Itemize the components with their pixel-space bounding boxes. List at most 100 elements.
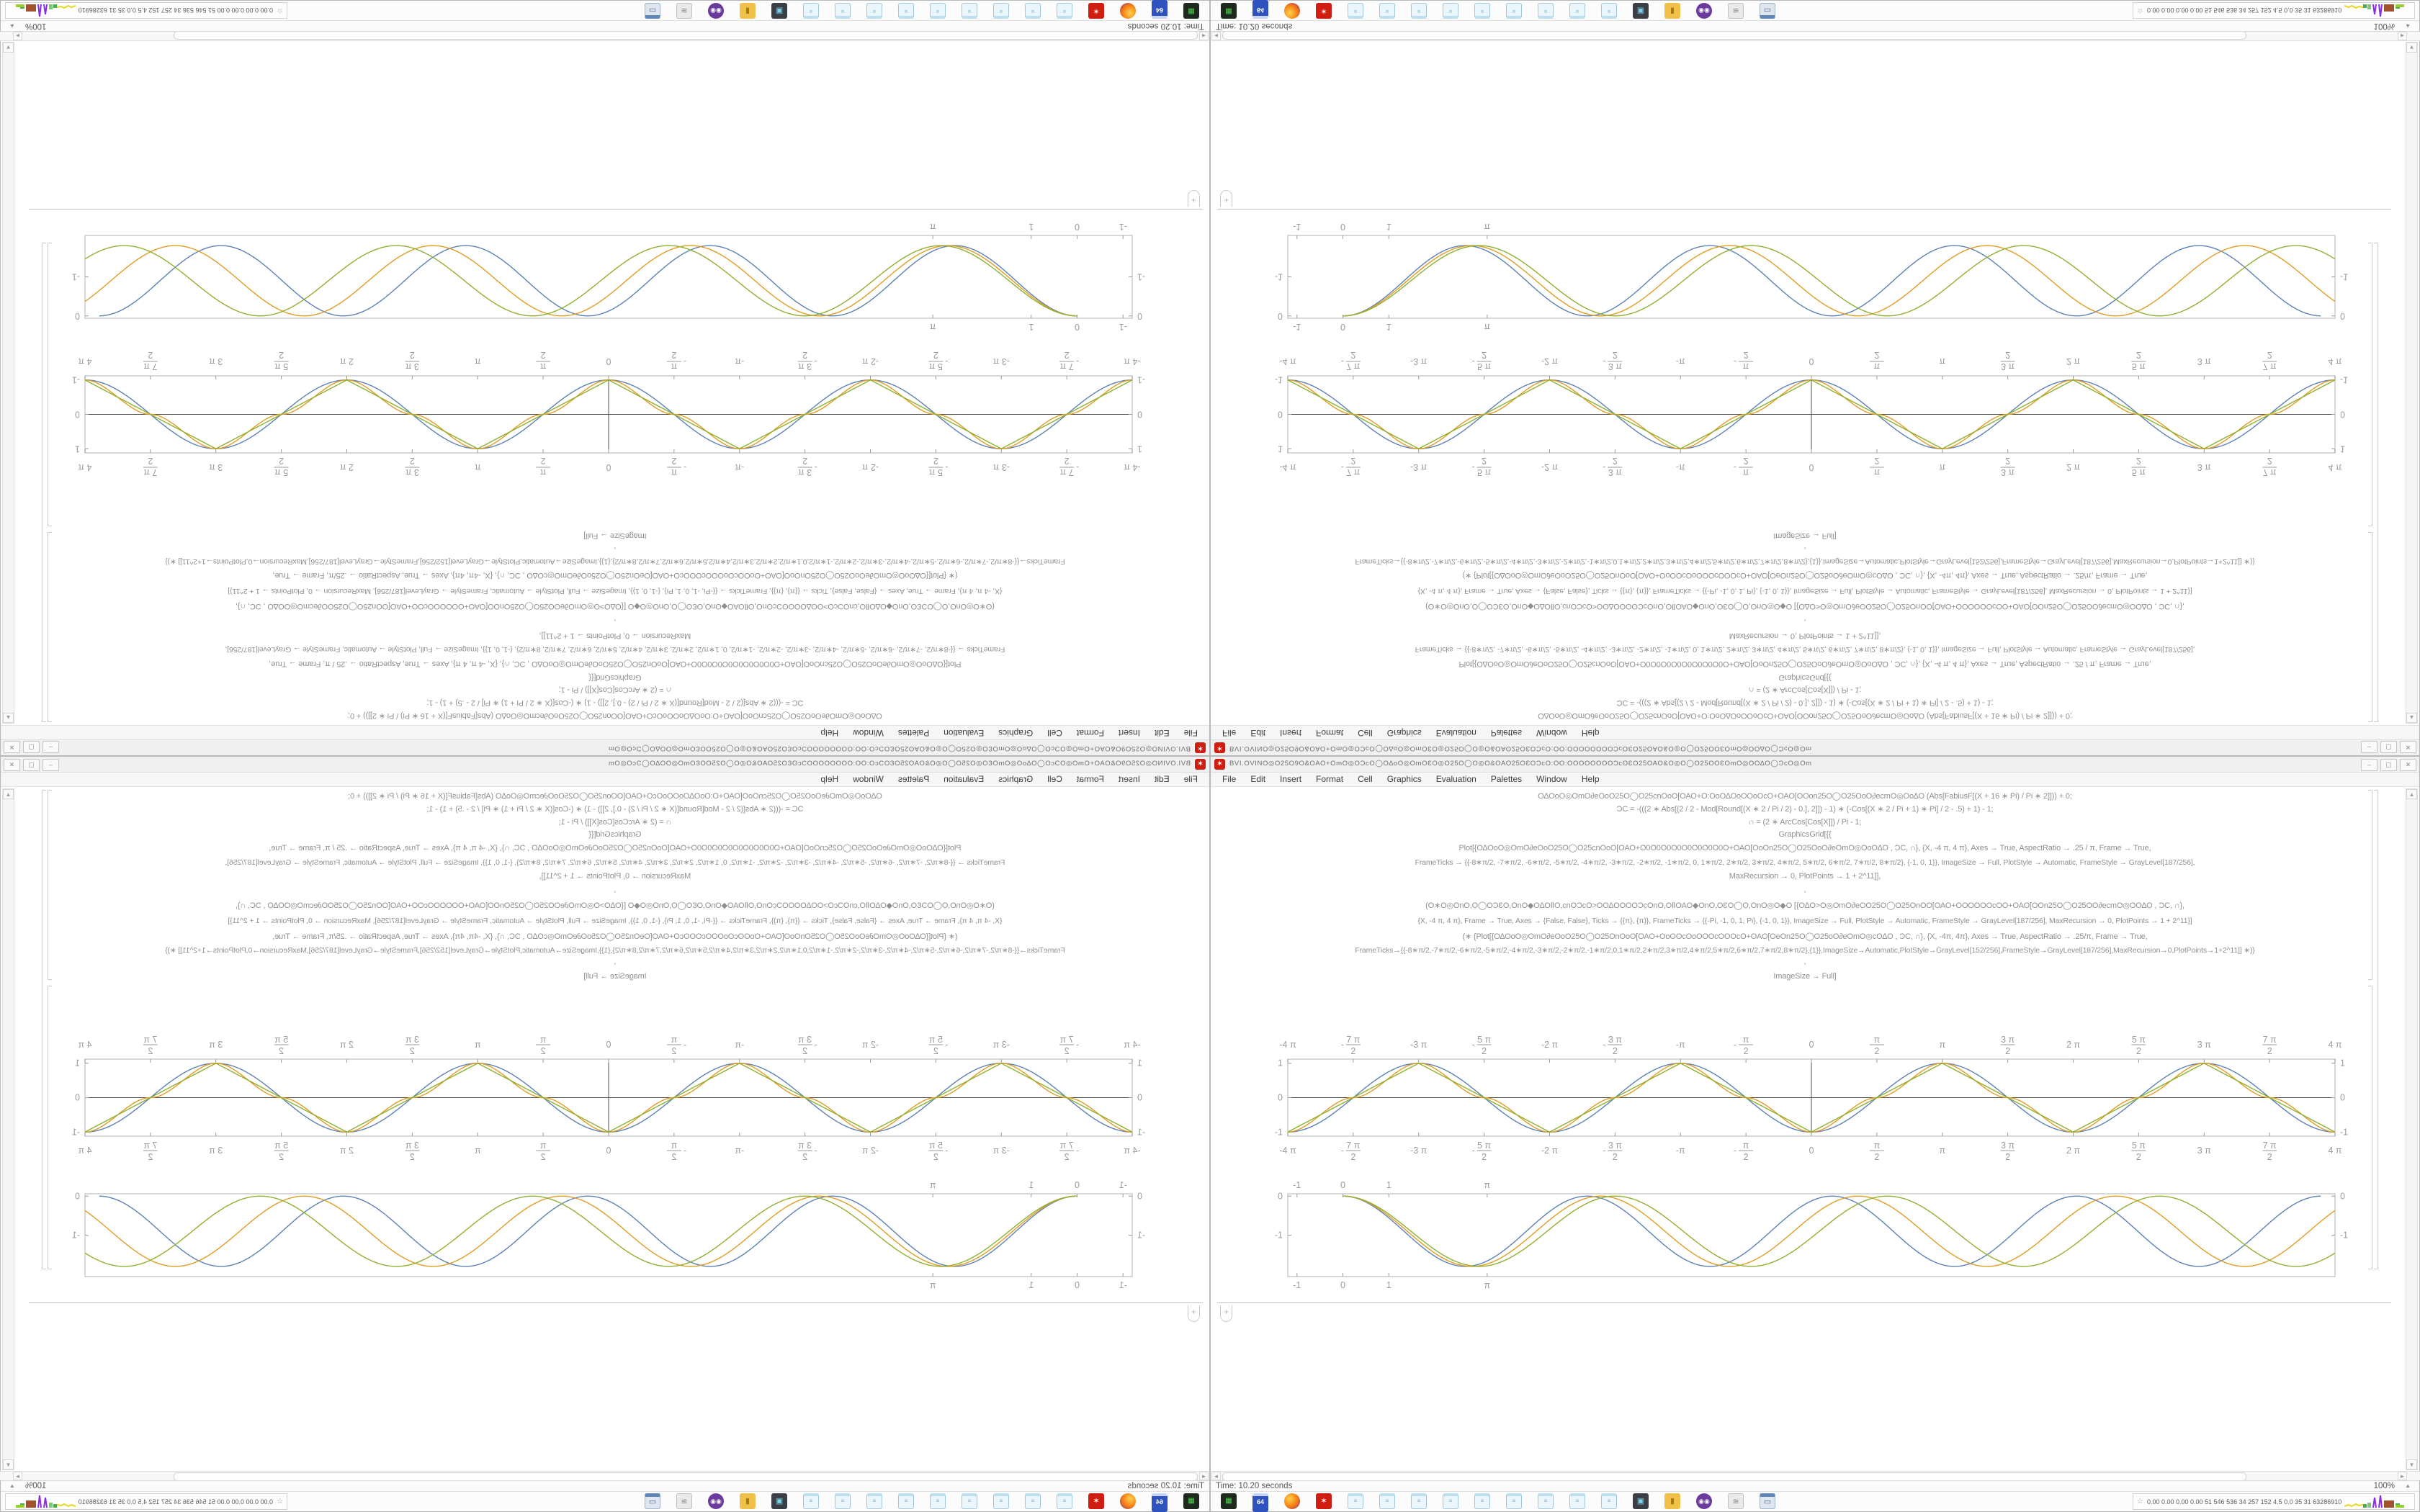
monitor-icon[interactable]: ▣ <box>1633 1493 1649 1509</box>
script-icon[interactable]: ≋ <box>676 3 692 19</box>
horizontal-scrollbar[interactable]: ◄ ► <box>0 1471 1209 1481</box>
menu-item-insert[interactable]: Insert <box>1280 728 1302 738</box>
minimize-button[interactable]: – <box>42 759 59 771</box>
vertical-scrollbar[interactable]: ▲ ▼ <box>2 788 14 1470</box>
menu-item-cell[interactable]: Cell <box>1358 774 1373 784</box>
folder-icon[interactable]: ▮ <box>740 3 756 19</box>
menu-item-help[interactable]: Help <box>820 728 839 738</box>
menu-item-format[interactable]: Format <box>1076 728 1104 738</box>
vertical-scrollbar[interactable]: ▲ ▼ <box>2406 788 2418 1470</box>
notepad-icon[interactable]: ≡ <box>1025 3 1041 19</box>
zoom-dropdown-icon[interactable]: ▲ <box>2405 1482 2411 1489</box>
minimize-button[interactable]: – <box>2361 759 2378 771</box>
tray-star-icon[interactable]: ☆ <box>277 6 283 14</box>
firefox-icon[interactable] <box>1284 3 1300 19</box>
close-button[interactable]: ✕ <box>4 741 20 753</box>
monitor-icon[interactable]: ▣ <box>1633 3 1649 19</box>
menu-item-edit[interactable]: Edit <box>1154 774 1170 784</box>
notepad-icon[interactable]: ≡ <box>1474 3 1490 19</box>
menu-item-file[interactable]: File <box>1222 728 1237 738</box>
menu-item-edit[interactable]: Edit <box>1250 728 1266 738</box>
cell-insertion-line[interactable] <box>29 209 1203 210</box>
menu-item-cell[interactable]: Cell <box>1358 728 1373 738</box>
scroll-left-icon[interactable]: ◄ <box>1199 32 1209 40</box>
title-bar[interactable]: ✶ BVI.OVINΟ◎Ο25Ο9Ο&ΟΑΟ+ΟmΟ◎ΟƆcΟ◯Ο∆οΟ◎ΟmΟ… <box>1211 739 2419 755</box>
owl-icon[interactable]: ◉◉ <box>1696 1493 1712 1509</box>
menu-item-cell[interactable]: Cell <box>1047 728 1062 738</box>
zoom-level[interactable]: 100% <box>25 22 47 30</box>
close-button[interactable]: ✕ <box>4 759 20 771</box>
menu-item-format[interactable]: Format <box>1076 774 1104 784</box>
notepad-icon[interactable]: ≡ <box>930 3 946 19</box>
folder-icon[interactable]: ▮ <box>740 1493 756 1509</box>
floppy-64-icon[interactable]: 64 <box>1252 1493 1268 1512</box>
script-icon[interactable]: ≋ <box>1728 1493 1744 1509</box>
tray-star-icon[interactable]: ☆ <box>2137 6 2143 14</box>
horizontal-scrollbar[interactable]: ◄ ► <box>1211 1471 2420 1481</box>
menu-item-insert[interactable]: Insert <box>1280 774 1302 784</box>
firefox-icon[interactable] <box>1284 1493 1300 1509</box>
menu-item-help[interactable]: Help <box>1581 728 1600 738</box>
firefox-icon[interactable] <box>1120 1493 1136 1509</box>
menu-item-insert[interactable]: Insert <box>1118 774 1140 784</box>
menu-item-palettes[interactable]: Palettes <box>1490 774 1523 784</box>
menu-item-edit[interactable]: Edit <box>1250 774 1266 784</box>
cell-insertion-line[interactable] <box>29 1302 1203 1303</box>
console-window-icon[interactable]: ▭ <box>645 3 660 19</box>
scroll-left-icon[interactable]: ◄ <box>1199 1472 1209 1480</box>
scroll-down-icon[interactable]: ▼ <box>2406 1459 2417 1470</box>
owl-icon[interactable]: ◉◉ <box>708 1493 724 1509</box>
notepad-icon[interactable]: ≡ <box>898 3 914 19</box>
notepad-icon[interactable]: ≡ <box>1474 1493 1490 1509</box>
menu-item-file[interactable]: File <box>1183 728 1198 738</box>
scroll-up-icon[interactable]: ▲ <box>3 789 14 799</box>
scroll-up-icon[interactable]: ▲ <box>2406 713 2417 723</box>
console-window-icon[interactable]: ▭ <box>1760 3 1775 19</box>
scroll-right-icon[interactable]: ► <box>2398 32 2407 40</box>
cell-insert-plus-icon[interactable]: + <box>1220 1305 1232 1322</box>
owl-icon[interactable]: ◉◉ <box>708 3 724 19</box>
owl-icon[interactable]: ◉◉ <box>1696 3 1712 19</box>
cell-insertion-line[interactable] <box>1217 1302 2391 1303</box>
notepad-icon[interactable]: ≡ <box>1057 3 1072 19</box>
script-icon[interactable]: ≋ <box>1728 3 1744 19</box>
tray-star-icon[interactable]: ☆ <box>277 1498 283 1506</box>
mathematica-icon[interactable]: ✶ <box>1316 3 1332 19</box>
title-bar[interactable]: ✶ BVI.OVINΟ◎Ο25Ο9Ο&ΟΑΟ+ΟmΟ◎ΟƆcΟ◯Ο∆οΟ◎ΟmΟ… <box>1211 757 2419 773</box>
notepad-icon[interactable]: ≡ <box>866 3 882 19</box>
scroll-up-icon[interactable]: ▲ <box>3 713 14 723</box>
menu-item-palettes[interactable]: Palettes <box>897 728 930 738</box>
notepad-icon[interactable]: ≡ <box>1569 3 1585 19</box>
menu-item-window[interactable]: Window <box>853 728 884 738</box>
minimize-button[interactable]: – <box>42 741 59 753</box>
menu-item-format[interactable]: Format <box>1316 728 1344 738</box>
notepad-icon[interactable]: ≡ <box>993 3 1009 19</box>
menu-item-window[interactable]: Window <box>853 774 884 784</box>
menu-item-help[interactable]: Help <box>1581 774 1600 784</box>
notepad-icon[interactable]: ≡ <box>1569 1493 1585 1509</box>
scroll-left-icon[interactable]: ◄ <box>1211 32 1221 40</box>
mathematica-icon[interactable]: ✶ <box>1316 1493 1332 1509</box>
scroll-right-icon[interactable]: ► <box>13 1472 22 1480</box>
menu-item-edit[interactable]: Edit <box>1154 728 1170 738</box>
floppy-64-icon[interactable]: 64 <box>1152 0 1168 19</box>
restore-button[interactable]: ▢ <box>23 759 40 771</box>
cell-bracket-output[interactable] <box>48 243 52 526</box>
notepad-icon[interactable]: ≡ <box>1025 1493 1041 1509</box>
console-window-icon[interactable]: ▭ <box>1760 1493 1775 1509</box>
monitor-icon[interactable]: ▣ <box>771 3 787 19</box>
notepad-icon[interactable]: ≡ <box>1348 1493 1363 1509</box>
mathematica-icon[interactable]: ✶ <box>1088 3 1104 19</box>
menu-item-graphics[interactable]: Graphics <box>998 728 1034 738</box>
notepad-icon[interactable]: ≡ <box>1538 3 1554 19</box>
cell-bracket-output[interactable] <box>48 986 52 1269</box>
cell-insertion-line[interactable] <box>1217 209 2391 210</box>
close-button[interactable]: ✕ <box>2400 741 2416 753</box>
notepad-icon[interactable]: ≡ <box>993 1493 1009 1509</box>
scroll-right-icon[interactable]: ► <box>2398 1472 2407 1480</box>
notepad-icon[interactable]: ≡ <box>835 1493 851 1509</box>
restore-button[interactable]: ▢ <box>2380 759 2397 771</box>
console-window-icon[interactable]: ▭ <box>645 1493 660 1509</box>
restore-button[interactable]: ▢ <box>23 741 40 753</box>
notepad-icon[interactable]: ≡ <box>962 1493 977 1509</box>
